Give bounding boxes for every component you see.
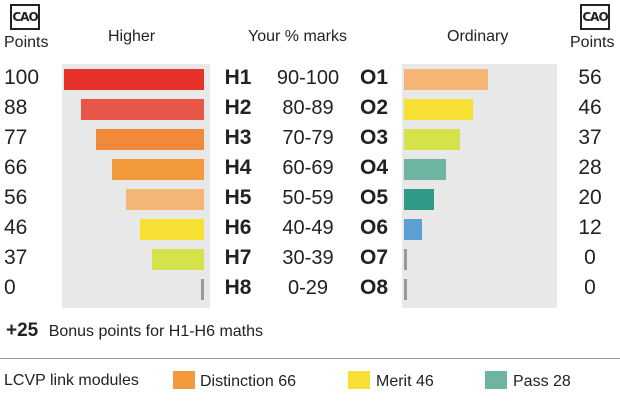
ordinary-bar xyxy=(404,129,460,150)
higher-points-value: 56 xyxy=(4,186,28,209)
higher-bar xyxy=(201,279,204,300)
ordinary-points-value: 28 xyxy=(578,156,602,179)
higher-bar xyxy=(125,189,204,210)
ordinary-points-value: 20 xyxy=(578,186,602,209)
higher-bar xyxy=(139,219,204,240)
ordinary-grade-code: O5 xyxy=(359,186,388,209)
higher-grade-code: H5 xyxy=(224,186,252,209)
higher-grade-code: H2 xyxy=(224,96,252,119)
ordinary-grade-code: O3 xyxy=(359,126,388,149)
ordinary-bar xyxy=(404,99,473,120)
right-points-header: Points xyxy=(570,34,615,51)
your-marks-header: Your % marks xyxy=(248,28,347,45)
higher-grade-code: H1 xyxy=(224,66,252,89)
ordinary-bar xyxy=(404,189,434,210)
bonus-text: Bonus points for H1-H6 maths xyxy=(48,323,264,340)
higher-grade-code: H3 xyxy=(224,126,252,149)
ordinary-points-value: 46 xyxy=(578,96,602,119)
higher-points-value: 37 xyxy=(4,246,28,269)
higher-bar xyxy=(64,69,204,90)
cao-logo-left: CAO xyxy=(10,4,40,30)
marks-range: 0-29 xyxy=(287,277,329,299)
marks-range: 40-49 xyxy=(282,217,334,239)
ordinary-bar xyxy=(404,249,407,270)
higher-points-value: 88 xyxy=(4,96,28,119)
ordinary-bar xyxy=(404,159,446,180)
higher-grade-code: H8 xyxy=(224,276,252,299)
marks-range: 90-100 xyxy=(276,67,340,89)
higher-points-value: 100 xyxy=(4,66,40,89)
higher-bar xyxy=(96,129,204,150)
ordinary-bar xyxy=(404,219,422,240)
lcvp-label: LCVP link modules xyxy=(4,372,139,389)
ordinary-grade-code: O4 xyxy=(359,156,388,179)
ordinary-points-value: 0 xyxy=(584,276,596,299)
higher-grade-code: H7 xyxy=(224,246,252,269)
ordinary-grade-code: O6 xyxy=(359,216,388,239)
higher-bar xyxy=(152,249,204,270)
marks-range: 50-59 xyxy=(282,187,334,209)
pass-label: Pass 28 xyxy=(513,373,571,390)
ordinary-points-value: 37 xyxy=(578,126,602,149)
higher-points-value: 0 xyxy=(4,276,16,299)
marks-range: 60-69 xyxy=(282,157,334,179)
higher-points-value: 66 xyxy=(4,156,28,179)
distinction-swatch xyxy=(173,371,195,389)
bonus-value: +25 xyxy=(6,320,39,341)
higher-bar xyxy=(111,159,204,180)
marks-range: 70-79 xyxy=(282,127,334,149)
marks-range: 30-39 xyxy=(282,247,334,269)
divider xyxy=(0,358,620,359)
ordinary-header: Ordinary xyxy=(447,28,509,45)
higher-header: Higher xyxy=(108,28,156,45)
ordinary-points-value: 56 xyxy=(578,66,602,89)
higher-points-value: 46 xyxy=(4,216,28,239)
distinction-label: Distinction 66 xyxy=(200,373,297,390)
higher-points-value: 77 xyxy=(4,126,28,149)
pass-swatch xyxy=(485,371,507,389)
ordinary-grade-code: O7 xyxy=(359,246,388,269)
cao-logo-right: CAO xyxy=(580,4,610,30)
ordinary-bar xyxy=(404,69,488,90)
ordinary-bar xyxy=(404,279,407,300)
left-points-header: Points xyxy=(4,34,49,51)
higher-grade-code: H4 xyxy=(224,156,252,179)
higher-bar xyxy=(80,99,204,120)
merit-swatch xyxy=(348,371,370,389)
ordinary-points-value: 12 xyxy=(578,216,602,239)
ordinary-grade-code: O2 xyxy=(359,96,388,119)
ordinary-grade-code: O1 xyxy=(359,66,388,89)
ordinary-grade-code: O8 xyxy=(359,276,388,299)
merit-label: Merit 46 xyxy=(376,373,434,390)
ordinary-points-value: 0 xyxy=(584,246,596,269)
marks-range: 80-89 xyxy=(282,97,334,119)
bonus-row: +25 Bonus points for H1-H6 maths xyxy=(6,320,263,342)
higher-grade-code: H6 xyxy=(224,216,252,239)
